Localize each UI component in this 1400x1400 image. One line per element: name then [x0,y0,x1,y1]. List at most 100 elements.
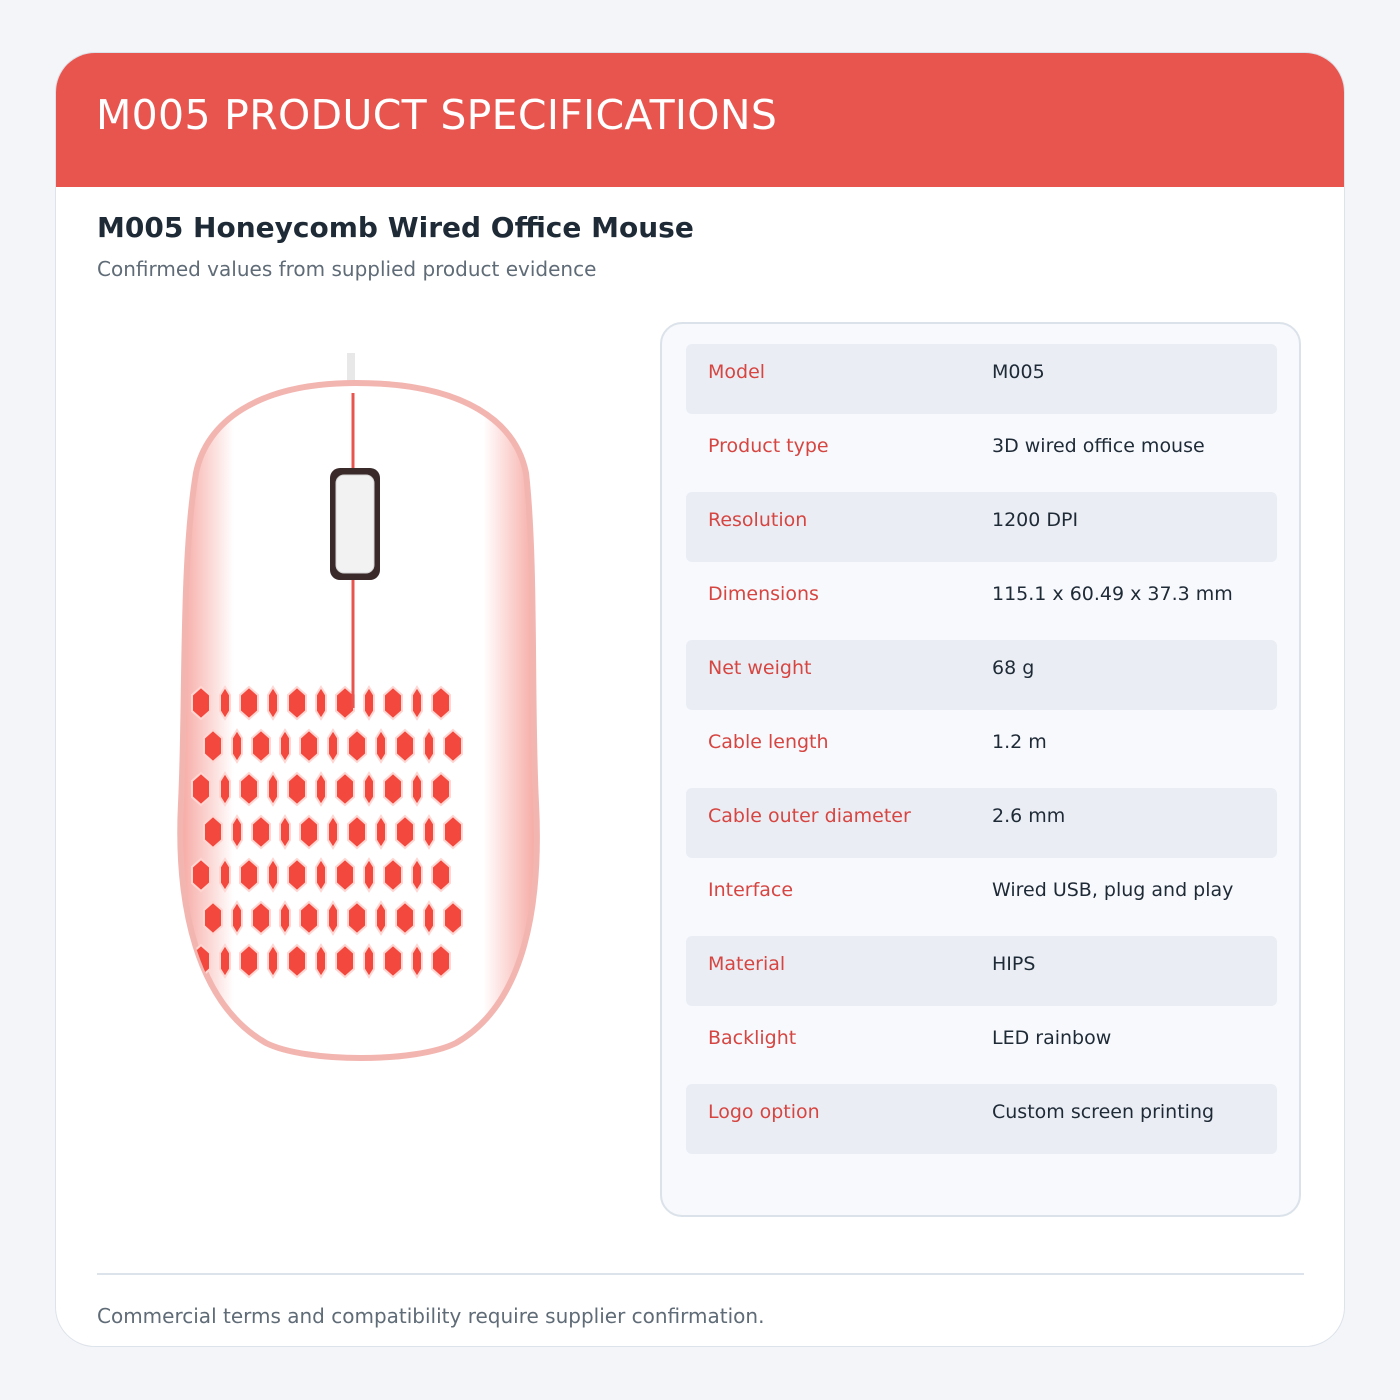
honeycomb-cell [431,857,451,893]
honeycomb-cell [375,814,387,850]
honeycomb-cell [279,728,291,764]
honeycomb-cell [395,900,415,936]
honeycomb-cell [203,814,223,850]
spec-label: Dimensions [708,583,819,605]
honeycomb-cell [431,943,451,979]
spec-row: Material HIPS [686,936,1277,1006]
honeycomb-cell [363,943,375,979]
spec-label: Logo option [708,1101,820,1123]
mouse-body [177,379,540,1061]
honeycomb-cell [279,900,291,936]
spec-row: Dimensions 115.1 x 60.49 x 37.3 mm [686,566,1277,636]
spec-value: 68 g [992,657,1035,679]
honeycomb-cell [287,857,307,893]
honeycomb-cell [239,685,259,721]
spec-row: Backlight LED rainbow [686,1010,1277,1080]
honeycomb-cell [315,771,327,807]
honeycomb-cell [363,857,375,893]
spec-value: Custom screen printing [992,1101,1215,1123]
spec-value: 2.6 mm [992,805,1066,827]
honeycomb-cell [299,814,319,850]
honeycomb-cell [411,857,423,893]
honeycomb-cell [411,771,423,807]
spec-row: Net weight 68 g [686,640,1277,710]
honeycomb-cell [279,814,291,850]
honeycomb-cell [363,771,375,807]
honeycomb-cell [191,685,211,721]
spec-label: Product type [708,435,829,457]
honeycomb-cell [251,814,271,850]
honeycomb-cell [315,685,327,721]
honeycomb-cell [267,771,279,807]
honeycomb-cell [431,771,451,807]
honeycomb-cell [231,814,243,850]
honeycomb-cell [267,685,279,721]
honeycomb-cell [239,771,259,807]
header-bar: M005 PRODUCT SPECIFICATIONS [56,53,1344,187]
product-subtitle: Confirmed values from supplied product e… [97,257,597,281]
spec-value: 1.2 m [992,731,1047,753]
honeycomb-cell [383,857,403,893]
spec-card: M005 PRODUCT SPECIFICATIONS M005 Honeyco… [55,52,1345,1347]
honeycomb-cell [251,900,271,936]
spec-value: LED rainbow [992,1027,1112,1049]
honeycomb-cell [395,728,415,764]
honeycomb-cell [219,857,231,893]
honeycomb-cell [287,685,307,721]
honeycomb-cell [411,943,423,979]
spec-row: Interface Wired USB, plug and play [686,862,1277,932]
honeycomb-cell [239,857,259,893]
honeycomb-cell [219,685,231,721]
honeycomb-cell [327,814,339,850]
spec-value: Wired USB, plug and play [992,879,1234,901]
honeycomb-cell [443,900,463,936]
spec-value: HIPS [992,953,1036,975]
spec-label: Cable length [708,731,829,753]
spec-label: Material [708,953,786,975]
honeycomb-cell [375,900,387,936]
footer-note: Commercial terms and compatibility requi… [97,1304,765,1328]
spec-row: Product type 3D wired office mouse [686,418,1277,488]
honeycomb-cell [267,857,279,893]
honeycomb-cell [423,728,435,764]
spec-label: Backlight [708,1027,797,1049]
honeycomb-cell [231,728,243,764]
honeycomb-cell [327,728,339,764]
honeycomb-cell [347,728,367,764]
honeycomb-cell [191,771,211,807]
honeycomb-cell [287,943,307,979]
honeycomb-cell [299,900,319,936]
honeycomb-cell [219,771,231,807]
honeycomb-cell [267,943,279,979]
product-name: M005 Honeycomb Wired Office Mouse [97,211,694,244]
honeycomb-cell [375,728,387,764]
honeycomb-cell [335,771,355,807]
spec-value: 1200 DPI [992,509,1079,531]
spec-label: Model [708,361,766,383]
honeycomb-cell [423,900,435,936]
spec-row: Cable length 1.2 m [686,714,1277,784]
honeycomb-cell [395,814,415,850]
honeycomb-cell [383,685,403,721]
honeycomb-cell [315,943,327,979]
spec-value: M005 [992,361,1045,383]
honeycomb-cell [383,771,403,807]
honeycomb-cell [443,728,463,764]
header-title: M005 PRODUCT SPECIFICATIONS [96,91,778,139]
honeycomb-cell [383,943,403,979]
spec-row: Resolution 1200 DPI [686,492,1277,562]
spec-label: Cable outer diameter [708,805,911,827]
honeycomb-cell [411,685,423,721]
honeycomb-cell [231,900,243,936]
honeycomb [191,685,463,979]
honeycomb-cell [363,685,375,721]
divider [97,1273,1304,1275]
spec-label: Interface [708,879,794,901]
spec-label: Resolution [708,509,808,531]
honeycomb-cell [335,857,355,893]
honeycomb-cell [219,943,231,979]
spec-row: Logo option Custom screen printing [686,1084,1277,1154]
honeycomb-cell [335,943,355,979]
scroll-wheel [335,474,375,574]
